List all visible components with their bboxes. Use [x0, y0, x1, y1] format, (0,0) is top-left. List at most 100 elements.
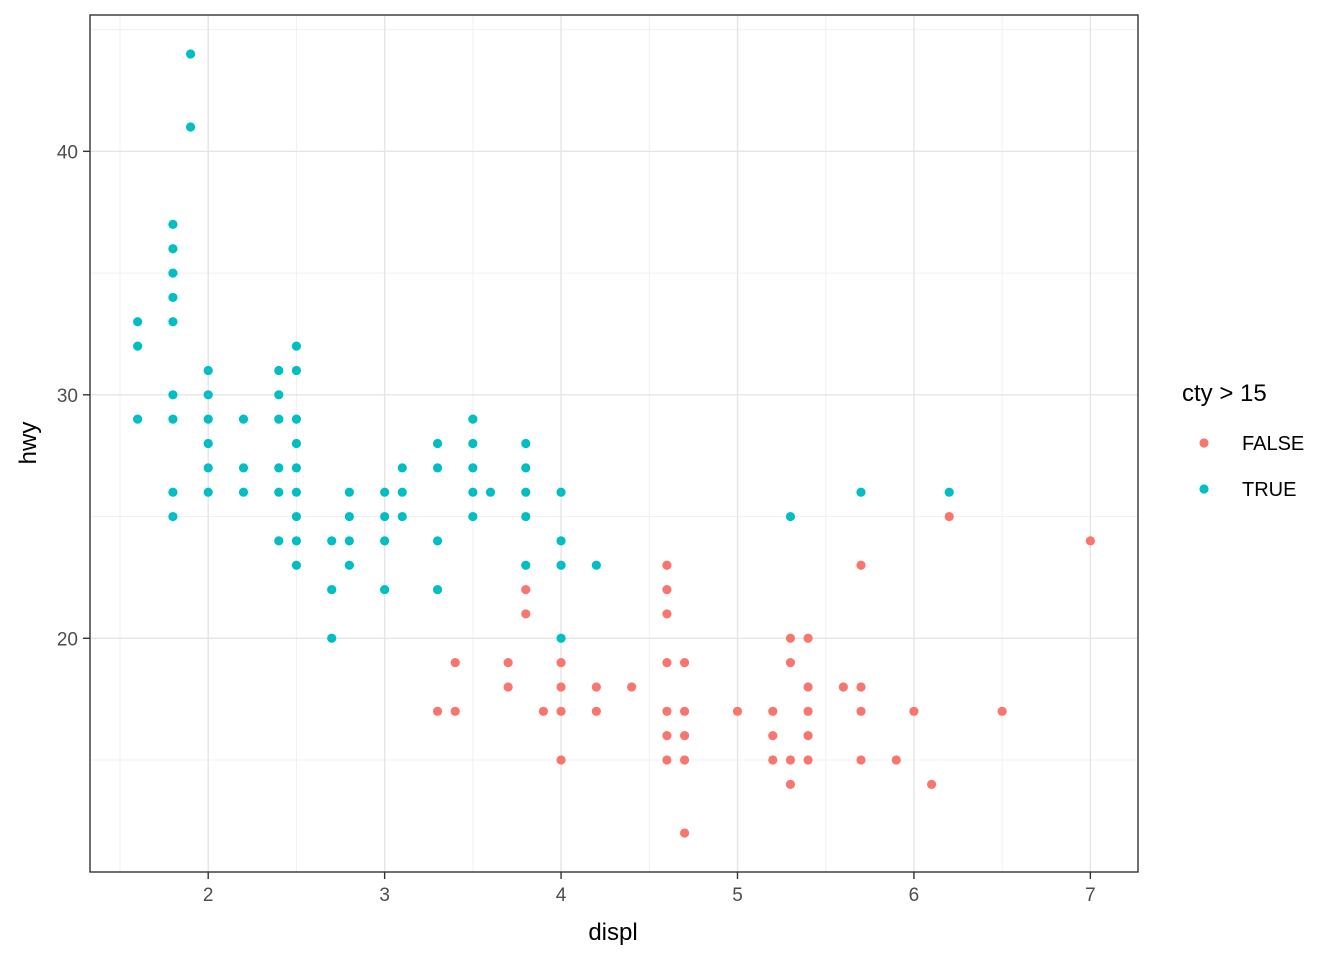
- x-tick-label: 4: [556, 885, 567, 906]
- data-point: [380, 536, 390, 546]
- x-axis-title: displ: [588, 919, 637, 946]
- data-point: [450, 658, 460, 668]
- data-point: [274, 365, 284, 376]
- data-point: [732, 706, 743, 716]
- data-point: [838, 682, 848, 692]
- data-point: [538, 706, 549, 716]
- legend-label: FALSE: [1242, 433, 1304, 455]
- data-point: [521, 438, 531, 449]
- data-point: [909, 706, 919, 716]
- data-point: [556, 682, 566, 692]
- data-point: [521, 487, 531, 497]
- data-point: [627, 682, 637, 692]
- data-point: [679, 731, 690, 741]
- data-point: [785, 511, 796, 522]
- data-point: [485, 487, 496, 497]
- x-tick-label: 5: [732, 885, 743, 906]
- plot-panel: [90, 15, 1138, 872]
- data-point: [856, 706, 866, 716]
- data-point: [327, 536, 337, 546]
- x-tick-label: 6: [909, 885, 920, 906]
- data-point: [291, 438, 302, 449]
- data-point: [168, 292, 178, 303]
- data-point: [803, 706, 813, 716]
- data-point: [856, 560, 866, 570]
- data-point: [432, 584, 443, 595]
- data-point: [768, 755, 778, 765]
- data-point: [291, 487, 302, 497]
- data-point: [591, 560, 601, 570]
- data-point: [397, 511, 407, 522]
- data-point: [203, 414, 213, 424]
- data-point: [556, 633, 566, 643]
- data-point: [662, 755, 672, 765]
- data-point: [468, 414, 478, 424]
- data-point: [168, 219, 178, 229]
- data-point: [133, 414, 143, 424]
- y-axis-title: hwy: [15, 422, 42, 465]
- data-point: [168, 268, 178, 278]
- data-points: [133, 49, 1095, 838]
- data-point: [556, 658, 566, 668]
- legend-key-true: [1199, 484, 1209, 494]
- data-point: [450, 706, 460, 716]
- data-point: [521, 609, 531, 619]
- data-point: [785, 658, 796, 668]
- data-point: [662, 706, 672, 716]
- data-point: [503, 658, 513, 668]
- data-point: [203, 438, 213, 449]
- data-point: [679, 658, 690, 668]
- data-point: [944, 511, 954, 522]
- data-point: [168, 487, 178, 497]
- data-point: [679, 706, 690, 716]
- data-point: [521, 560, 531, 570]
- data-point: [380, 487, 390, 497]
- data-point: [168, 414, 178, 424]
- data-point: [168, 390, 178, 400]
- data-point: [291, 560, 302, 570]
- data-point: [291, 414, 302, 424]
- data-point: [327, 584, 337, 595]
- data-point: [238, 463, 249, 473]
- data-point: [291, 536, 302, 546]
- data-point: [944, 487, 954, 497]
- legend: cty > 15 FALSE TRUE: [1182, 380, 1304, 501]
- data-point: [168, 244, 178, 254]
- data-point: [238, 414, 249, 424]
- data-point: [521, 584, 531, 595]
- data-point: [785, 779, 796, 789]
- y-tick-label: 30: [57, 386, 78, 407]
- y-tick-label: 40: [57, 142, 78, 163]
- data-point: [432, 706, 443, 716]
- data-point: [662, 658, 672, 668]
- data-point: [468, 511, 478, 522]
- data-point: [203, 390, 213, 400]
- data-point: [803, 755, 813, 765]
- data-point: [556, 487, 566, 497]
- data-point: [274, 536, 284, 546]
- data-point: [344, 487, 354, 497]
- data-point: [291, 463, 302, 473]
- data-point: [274, 487, 284, 497]
- legend-title: cty > 15: [1182, 380, 1267, 407]
- x-tick-label: 2: [203, 885, 214, 906]
- data-point: [133, 317, 143, 327]
- data-point: [133, 341, 143, 351]
- data-point: [556, 560, 566, 570]
- legend-keys: FALSE TRUE: [1199, 433, 1304, 501]
- data-point: [1085, 536, 1095, 546]
- data-point: [785, 755, 796, 765]
- data-point: [344, 536, 354, 546]
- data-point: [591, 682, 601, 692]
- data-point: [344, 560, 354, 570]
- data-point: [785, 633, 796, 643]
- data-point: [768, 706, 778, 716]
- y-axis: 20 30 40: [57, 142, 90, 650]
- data-point: [662, 731, 672, 741]
- x-tick-label: 7: [1085, 885, 1096, 906]
- data-point: [521, 463, 531, 473]
- series-false: [432, 511, 1095, 838]
- data-point: [856, 682, 866, 692]
- data-point: [168, 317, 178, 327]
- data-point: [768, 731, 778, 741]
